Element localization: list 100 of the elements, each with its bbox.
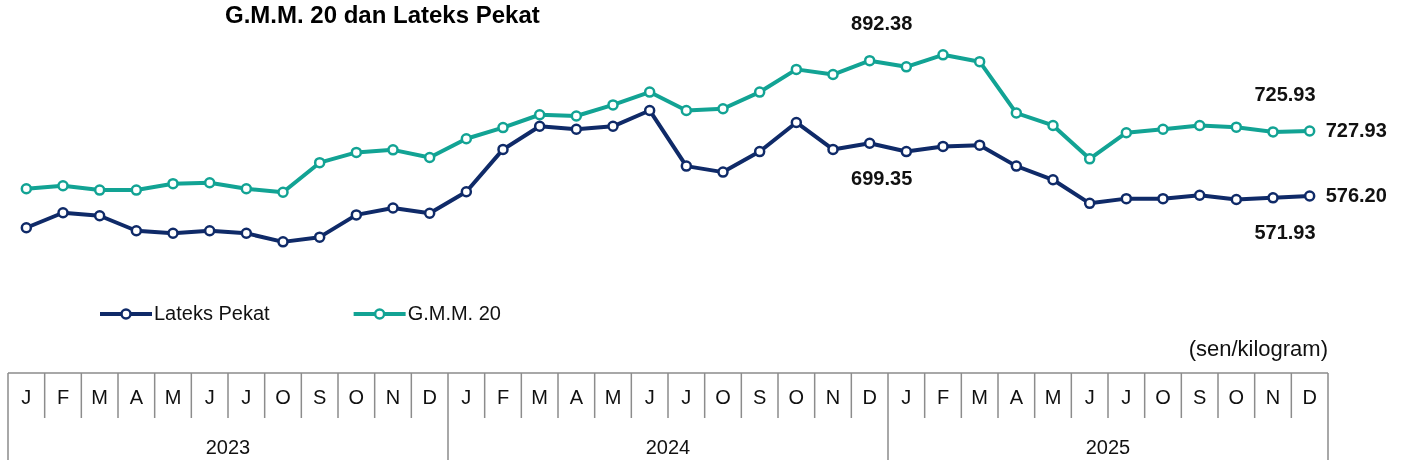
point	[937, 49, 949, 61]
point	[387, 202, 399, 214]
point	[680, 160, 693, 172]
point	[1083, 197, 1096, 210]
x-tick-label: J	[241, 386, 252, 409]
point	[643, 86, 656, 98]
point	[533, 120, 546, 133]
x-tick-label: J	[1121, 386, 1132, 409]
point	[1267, 126, 1279, 138]
point	[570, 110, 583, 122]
x-tick-label: M	[164, 386, 182, 409]
point	[717, 166, 729, 178]
point	[57, 207, 69, 219]
text: 2024	[645, 435, 691, 458]
chart-title: G.M.M. 20 dan Lateks Pekat	[225, 0, 540, 28]
x-tick-label: J	[461, 386, 472, 409]
point	[1047, 174, 1059, 186]
point	[497, 121, 509, 134]
text: 2025	[1085, 435, 1131, 458]
data-label: 725.93	[1254, 83, 1316, 106]
x-tick-label: S	[312, 386, 327, 409]
x-tick-label: S	[1192, 386, 1207, 409]
point	[423, 207, 436, 219]
point	[1230, 193, 1243, 206]
point	[1157, 192, 1169, 205]
point	[1193, 189, 1206, 201]
x-tick-label: O	[1155, 386, 1171, 409]
x-tick-label: A	[569, 386, 584, 409]
data-label: 699.35	[851, 166, 913, 189]
point	[533, 109, 546, 121]
point	[607, 99, 619, 111]
point	[753, 145, 766, 158]
x-tick-label: J	[644, 386, 655, 409]
point	[240, 183, 253, 195]
x-tick-label: M	[91, 386, 108, 409]
point	[1193, 119, 1206, 132]
point	[313, 156, 326, 169]
point	[313, 231, 326, 243]
point	[423, 151, 436, 164]
point	[1157, 123, 1169, 136]
point	[1120, 126, 1133, 139]
point	[460, 186, 473, 198]
point	[1010, 160, 1023, 172]
x-tick-label: N	[825, 386, 841, 409]
x-tick-label: O	[715, 386, 731, 409]
point	[277, 236, 289, 248]
point	[350, 209, 363, 221]
point	[607, 120, 619, 133]
x-tick-label: O	[1228, 386, 1245, 409]
x-tick-label: N	[385, 386, 401, 409]
x-tick-label: F	[496, 386, 510, 409]
point	[1303, 190, 1316, 202]
legend-label: G.M.M. 20	[407, 301, 501, 324]
point	[130, 184, 143, 196]
point	[863, 54, 876, 67]
point	[167, 227, 179, 240]
point	[1303, 125, 1316, 137]
point	[20, 221, 33, 234]
point	[937, 140, 949, 153]
point	[130, 224, 143, 237]
point	[790, 116, 803, 129]
point	[497, 143, 509, 156]
point	[790, 63, 803, 76]
point	[1230, 121, 1243, 133]
point	[1120, 192, 1133, 205]
x-tick-label: A	[129, 386, 144, 409]
x-tick-label: O	[788, 386, 805, 409]
x-tick-label: F	[56, 386, 70, 409]
point	[973, 55, 986, 68]
x-tick-label: N	[1265, 386, 1281, 409]
point	[900, 61, 913, 73]
point	[680, 104, 693, 117]
point	[203, 224, 216, 237]
point	[570, 123, 583, 136]
text: 2023	[205, 435, 251, 458]
point	[387, 144, 399, 156]
legend-label: Lateks Pekat	[154, 301, 271, 324]
data-label: 727.93	[1325, 118, 1387, 141]
x-tick-label: A	[1009, 386, 1024, 409]
point	[1010, 107, 1023, 119]
x-tick-label: J	[1084, 386, 1095, 409]
x-tick-label: J	[21, 386, 32, 409]
point	[643, 104, 656, 117]
point	[167, 177, 179, 190]
point	[863, 137, 876, 150]
point	[827, 68, 839, 81]
data-label: 892.38	[851, 12, 913, 35]
x-tick-label: M	[604, 386, 622, 409]
x-tick-label: F	[936, 386, 950, 409]
point	[460, 132, 473, 145]
x-tick-label: S	[752, 386, 767, 409]
x-tick-label: J	[681, 386, 692, 409]
point	[240, 227, 253, 240]
x-tick-label: J	[901, 386, 912, 409]
x-tick-label: J	[204, 386, 215, 409]
data-label: 571.93	[1254, 221, 1316, 244]
x-tick-label: O	[348, 386, 365, 409]
x-tick-label: O	[275, 386, 291, 409]
x-tick-label: M	[531, 386, 548, 409]
point	[57, 180, 69, 192]
